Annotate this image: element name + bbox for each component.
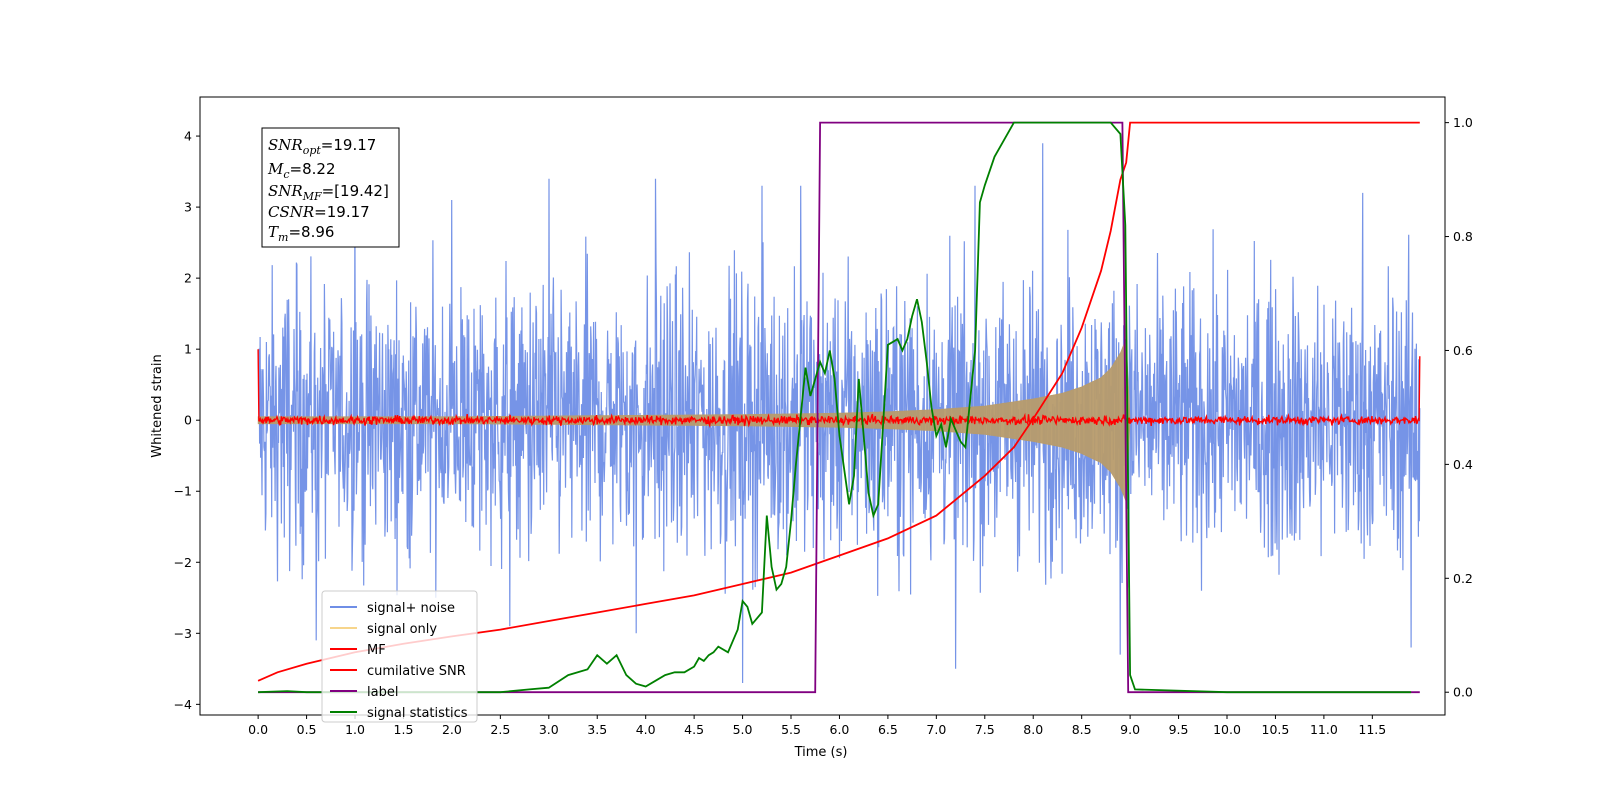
- annotation-tm: Tm=8.96: [268, 223, 334, 244]
- annotation-mc: Mc=8.22: [267, 160, 336, 181]
- y-tick-label: 2: [184, 271, 192, 286]
- x-tick-label: 4.5: [684, 722, 704, 737]
- x-tick-label: 3.5: [587, 722, 607, 737]
- x-tick-label: 4.0: [636, 722, 656, 737]
- legend-label: signal+ noise: [367, 601, 455, 616]
- x-tick-label: 6.0: [830, 722, 850, 737]
- annotation-snr-opt: SNRopt=19.17: [268, 136, 376, 157]
- y-tick-label: −4: [174, 697, 192, 712]
- y2-tick-label: 0.2: [1453, 571, 1473, 586]
- legend: signal+ noise signal only MF cumilative SNR…: [321, 590, 478, 723]
- x-tick-label: 6.5: [878, 722, 898, 737]
- legend-box: [321, 590, 478, 723]
- y-tick-label: 4: [184, 129, 192, 144]
- y-tick-label: 1: [184, 342, 192, 357]
- annotation-box: [261, 127, 400, 248]
- x-tick-label: 7.0: [926, 722, 946, 737]
- y2-tick-label: 1.0: [1453, 115, 1473, 130]
- annotation-csnr: CSNR=19.17: [268, 203, 370, 221]
- x-tick-label: 7.5: [975, 722, 995, 737]
- legend-label: label: [367, 685, 398, 700]
- plot-frame: [199, 96, 1446, 716]
- x-tick-label: 0.5: [297, 722, 317, 737]
- x-axis-ticks: 0.0 0.5 1.0 1.5 2.0 2.5 3.0 3.5 4.0 4.5 5.0 5.5 6.0 6…: [248, 715, 1386, 737]
- x-axis-label: Time (s): [794, 745, 848, 760]
- stats-annotation: SNRopt=19.17 Mc=8.22 SNRMF=[19.42] CSNR=…: [261, 127, 400, 248]
- legend-label: cumilative SNR: [367, 664, 466, 679]
- x-tick-label: 2.0: [442, 722, 462, 737]
- series-label-line: [258, 121, 1420, 694]
- x-tick-label: 3.0: [539, 722, 559, 737]
- y-tick-label: −2: [174, 555, 192, 570]
- x-tick-label: 8.0: [1023, 722, 1043, 737]
- y2-tick-label: 0.6: [1453, 343, 1473, 358]
- x-tick-label: 9.0: [1120, 722, 1140, 737]
- legend-label: MF: [367, 643, 386, 658]
- y-axis-label: Whitened strain: [150, 354, 165, 457]
- legend-item-mf: MF: [330, 643, 386, 658]
- y-tick-label: 0: [184, 413, 192, 428]
- legend-item-label: label: [330, 685, 398, 700]
- legend-label: signal statistics: [367, 706, 468, 721]
- x-tick-label: 1.5: [394, 722, 414, 737]
- y2-tick-label: 0.0: [1453, 685, 1473, 700]
- x-tick-label: 8.5: [1072, 722, 1092, 737]
- x-tick-label: 9.5: [1169, 722, 1189, 737]
- x-tick-label: 5.0: [733, 722, 753, 737]
- x-tick-label: 10.5: [1262, 722, 1290, 737]
- legend-label: signal only: [367, 622, 437, 637]
- y-tick-label: −3: [174, 626, 192, 641]
- legend-item-signal-only: signal only: [330, 622, 437, 637]
- x-tick-label: 10.0: [1213, 722, 1241, 737]
- y-tick-label: 3: [184, 200, 192, 215]
- legend-item-signal-statistics: signal statistics: [330, 706, 468, 721]
- annotation-snr-mf: SNRMF=[19.42]: [268, 182, 389, 203]
- y-axis-ticks: 4 3 2 1 0 −1 −2 −3 −4: [174, 129, 200, 712]
- legend-item-cumulative-snr: cumilative SNR: [330, 664, 466, 679]
- x-tick-label: 2.5: [490, 722, 510, 737]
- x-tick-label: 1.0: [345, 722, 365, 737]
- legend-item-signal-noise: signal+ noise: [330, 601, 455, 616]
- x-tick-label: 5.5: [781, 722, 801, 737]
- series-signal-statistics-line: [258, 121, 1412, 694]
- x-tick-label: 0.0: [248, 722, 268, 737]
- y2-tick-label: 0.4: [1453, 457, 1473, 472]
- x-tick-label: 11.0: [1310, 722, 1338, 737]
- y2-tick-label: 0.8: [1453, 229, 1473, 244]
- y2-axis-ticks: 1.0 0.8 0.6 0.4 0.2 0.0: [1445, 115, 1473, 700]
- x-tick-label: 11.5: [1358, 722, 1386, 737]
- y-tick-label: −1: [174, 484, 192, 499]
